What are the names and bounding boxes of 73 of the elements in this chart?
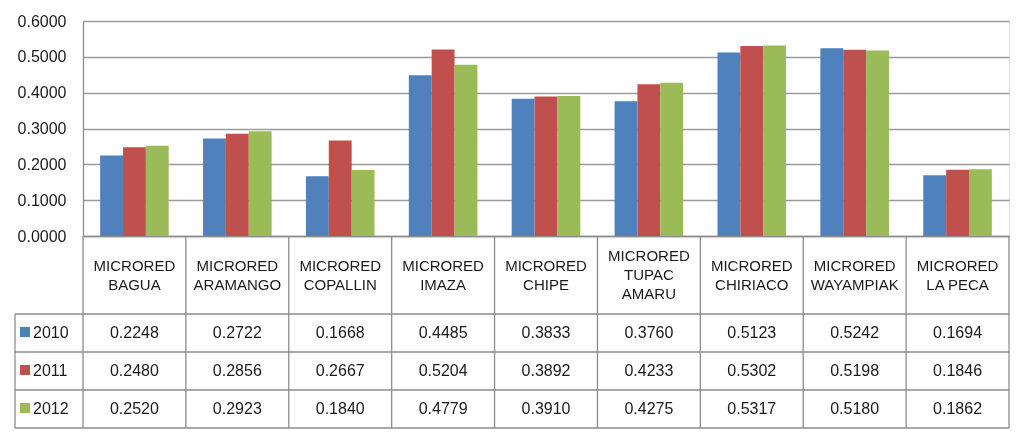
y-tick-label: 0.1000 [17, 191, 67, 209]
bar [511, 98, 535, 236]
bar [820, 48, 844, 236]
data-label: 0.2520 [109, 400, 160, 417]
x-tick-label: MICRORED CHIPE [505, 256, 587, 293]
x-tick-label: MICRORED CHIRIACO [710, 256, 793, 293]
data-label: 0.3892 [521, 362, 571, 379]
data-label: 0.4779 [418, 400, 468, 417]
bar [328, 140, 352, 236]
data-label: 0.3760 [624, 324, 674, 341]
data-label: 0.2856 [212, 362, 262, 379]
y-tick-label: 0.0000 [17, 227, 67, 245]
legend-label: 2012 [33, 400, 69, 417]
y-tick-label: 0.5000 [17, 48, 67, 66]
legend-label: 2010 [33, 324, 69, 341]
bar [203, 138, 226, 236]
y-tick-label: 0.4000 [17, 84, 67, 102]
x-tick-label: MICRORED COPALLIN [299, 256, 382, 293]
x-tick-label: MICRORED BAGUA [93, 256, 176, 293]
x-tick-label: MICRORED LA PECA [916, 256, 999, 293]
data-label: 0.2722 [212, 324, 262, 341]
data-label: 0.5123 [727, 324, 777, 341]
x-tick-label: MICRORED ARAMANGO [193, 256, 282, 293]
bar [614, 101, 638, 236]
data-label: 0.1846 [933, 362, 983, 379]
bar [431, 49, 455, 236]
y-tick-label: 0.3000 [17, 120, 67, 137]
legend-label: 2011 [33, 362, 68, 379]
bar [717, 52, 741, 236]
data-label: 0.1840 [315, 400, 365, 417]
bar [351, 170, 375, 236]
data-label: 0.5198 [830, 362, 880, 379]
data-label: 0.4275 [624, 400, 674, 417]
bar [763, 45, 787, 236]
y-tick-label: 0.6000 [17, 12, 67, 30]
x-tick-label: MICRORED TUPAC AMARU [608, 247, 690, 302]
y-tick-label: 0.2000 [17, 155, 67, 173]
bar [660, 82, 684, 236]
data-label: 0.1668 [315, 324, 365, 341]
bar [968, 169, 992, 236]
data-label: 0.4233 [624, 362, 674, 379]
bar [100, 155, 124, 236]
bar [557, 95, 581, 236]
data-label: 0.4485 [418, 324, 468, 341]
bar [866, 50, 889, 236]
bar [740, 46, 764, 236]
data-label: 0.1694 [933, 324, 983, 341]
x-tick-label: MICRORED WAYAMPIAK [810, 256, 899, 293]
bar [637, 84, 661, 236]
bar [454, 64, 478, 236]
bar [534, 96, 558, 236]
data-label: 0.5302 [727, 362, 777, 379]
bar [225, 133, 249, 236]
data-label: 0.5180 [830, 400, 880, 417]
data-label: 0.1862 [933, 400, 983, 417]
bar [923, 175, 947, 236]
bar [408, 75, 432, 236]
data-label: 0.2923 [212, 400, 262, 417]
data-label: 0.5317 [727, 400, 777, 417]
bar [843, 49, 867, 236]
x-tick-label: MICRORED IMAZA [402, 256, 485, 293]
data-label: 0.2667 [315, 362, 365, 379]
bar [145, 145, 169, 236]
bar [305, 176, 329, 236]
bar [123, 147, 146, 236]
data-label: 0.3833 [521, 324, 571, 341]
data-label: 0.5204 [418, 362, 468, 379]
data-label: 0.5242 [830, 324, 880, 341]
data-label: 0.2480 [109, 362, 160, 379]
data-label: 0.2248 [109, 324, 160, 341]
bar [248, 131, 272, 236]
data-label: 0.3910 [521, 400, 571, 417]
bar [946, 169, 969, 236]
